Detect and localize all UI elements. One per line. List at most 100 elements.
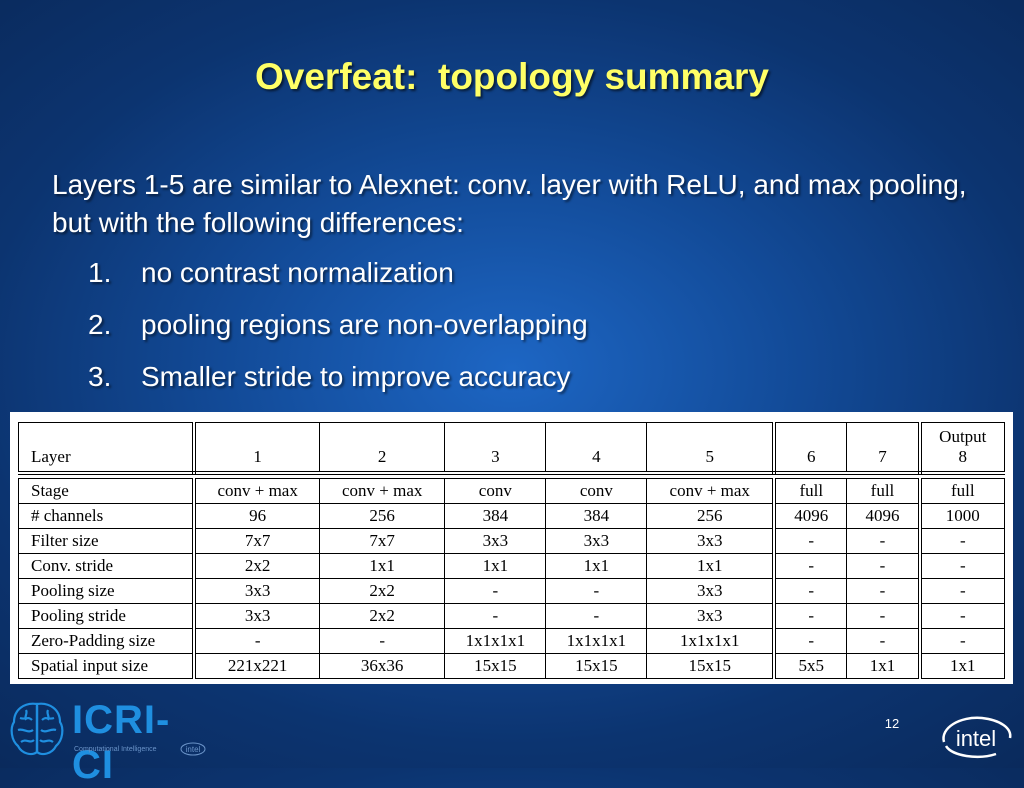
table-row: Zero-Padding size - -1x1x1x1 1x1x1x1 1x1x1x1… (18, 628, 1005, 654)
table-cell: - (919, 528, 1005, 554)
table-cell: 4096 (846, 503, 922, 529)
row-label: # channels (18, 503, 197, 529)
difference-list: 1. no contrast normalization 2. pooling … (88, 254, 588, 410)
table-cell: 1000 (919, 503, 1005, 529)
table-cell: - (846, 628, 922, 654)
table-cell: conv (545, 478, 648, 504)
row-label: Stage (18, 478, 197, 504)
table-cell: 36x36 (319, 653, 446, 679)
table-cell: 5x5 (773, 653, 848, 679)
table-cell: 3x3 (646, 603, 777, 629)
table-row: Pooling stride 3x3 2x2- -3x3- - - (18, 603, 1005, 629)
table-cell: - (919, 578, 1005, 604)
header-output-label: Output (939, 427, 987, 446)
row-label: Conv. stride (18, 553, 197, 579)
intel-logo: intel (942, 716, 1012, 758)
table-cell: - (846, 603, 922, 629)
topology-table: Layer 1 2 3 4 5 6 7 Output 8 Stage conv +… (18, 422, 1005, 679)
page-number: 12 (884, 716, 900, 731)
slide-title: Overfeat: topology summary (254, 56, 769, 97)
table-cell: 1x1 (319, 553, 446, 579)
icri-ci-logo: ICRI-CI Computational Intelligence intel (6, 696, 206, 787)
table-cell: - (919, 628, 1005, 654)
table-cell: 96 (193, 503, 321, 529)
header-cell: 1 (193, 422, 321, 475)
list-number: 2. (88, 309, 112, 340)
intro-paragraph: Layers 1-5 are similar to Alexnet: conv.… (52, 169, 967, 238)
table-cell: 1x1 (545, 553, 648, 579)
table-cell: - (773, 528, 848, 554)
header-label: Layer (18, 422, 197, 475)
brain-icon (10, 702, 64, 756)
table-cell: - (773, 553, 848, 579)
logo-subtitle: Computational Intelligence (74, 746, 157, 753)
row-label: Filter size (18, 528, 197, 554)
table-cell: 3x3 (545, 528, 648, 554)
table-cell: 256 (319, 503, 446, 529)
header-cell: 3 (444, 422, 547, 475)
table-cell: - (193, 628, 321, 654)
table-cell: 4096 (773, 503, 848, 529)
table-cell: 221x221 (193, 653, 321, 679)
list-item: 2. pooling regions are non-overlapping (88, 306, 588, 358)
list-item: 1. no contrast normalization (88, 254, 588, 306)
table-cell: 15x15 (646, 653, 777, 679)
table-cell: - (919, 553, 1005, 579)
table-cell: 2x2 (319, 578, 446, 604)
header-cell: 4 (545, 422, 648, 475)
row-label: Pooling size (18, 578, 197, 604)
table-cell: - (919, 603, 1005, 629)
list-item: 3. Smaller stride to improve accuracy (88, 358, 588, 410)
table-cell: conv + max (319, 478, 446, 504)
table-cell: - (444, 603, 547, 629)
table-cell: 15x15 (444, 653, 547, 679)
table-cell: 1x1x1x1 (646, 628, 777, 654)
table-row: Pooling size 3x3 2x2- -3x3- - - (18, 578, 1005, 604)
table-cell: 3x3 (193, 578, 321, 604)
table-row: # channels 96 256 384 384 256 4096 4096 1000 (18, 503, 1005, 529)
row-label: Spatial input size (18, 653, 197, 679)
table-cell: - (545, 578, 648, 604)
table-cell: - (846, 578, 922, 604)
table-cell: full (919, 478, 1005, 504)
table-header-row: Layer 1 2 3 4 5 6 7 Output 8 (18, 422, 1005, 475)
intel-logo-text: intel (956, 726, 996, 751)
table-cell: - (846, 553, 922, 579)
table-cell: full (846, 478, 922, 504)
table-cell: - (773, 578, 848, 604)
small-intel-logo: intel (180, 742, 206, 756)
table-row: Conv. stride 2x2 1x1 1x1 1x1 1x1- - - (18, 553, 1005, 579)
table-cell: - (846, 528, 922, 554)
table-cell: 256 (646, 503, 777, 529)
table-cell: - (545, 603, 648, 629)
table-cell: 1x1 (846, 653, 922, 679)
table-cell: 1x1 (919, 653, 1005, 679)
table-body: Stage conv + max conv + max conv conv conv + … (18, 473, 1005, 679)
table-cell: - (319, 628, 446, 654)
table-cell: - (773, 603, 848, 629)
row-label: Pooling stride (18, 603, 197, 629)
header-cell: 5 (646, 422, 777, 475)
table-cell: 384 (444, 503, 547, 529)
table-cell: 1x1 (444, 553, 547, 579)
table-cell: 15x15 (545, 653, 648, 679)
table-cell: conv + max (646, 478, 777, 504)
table-row: Filter size 7x7 7x7 3x3 3x3 3x3- - - (18, 528, 1005, 554)
header-cell: 2 (319, 422, 446, 475)
table-cell: 1x1x1x1 (444, 628, 547, 654)
header-cell: 6 (773, 422, 848, 475)
table-row: Stage conv + max conv + max conv conv conv + … (18, 478, 1005, 504)
list-text: Smaller stride to improve accuracy (141, 361, 571, 392)
table-cell: 3x3 (646, 528, 777, 554)
table-cell: full (773, 478, 848, 504)
logo-text: ICRI-CI (72, 698, 171, 787)
table-cell: - (773, 628, 848, 654)
table-cell: 2x2 (319, 603, 446, 629)
table-cell: 3x3 (193, 603, 321, 629)
table-cell: 7x7 (193, 528, 321, 554)
table-cell: 1x1x1x1 (545, 628, 648, 654)
header-cell: 7 (846, 422, 922, 475)
list-number: 3. (88, 361, 112, 392)
table-cell: conv (444, 478, 547, 504)
topology-table-panel: Layer 1 2 3 4 5 6 7 Output 8 Stage conv +… (10, 412, 1013, 684)
